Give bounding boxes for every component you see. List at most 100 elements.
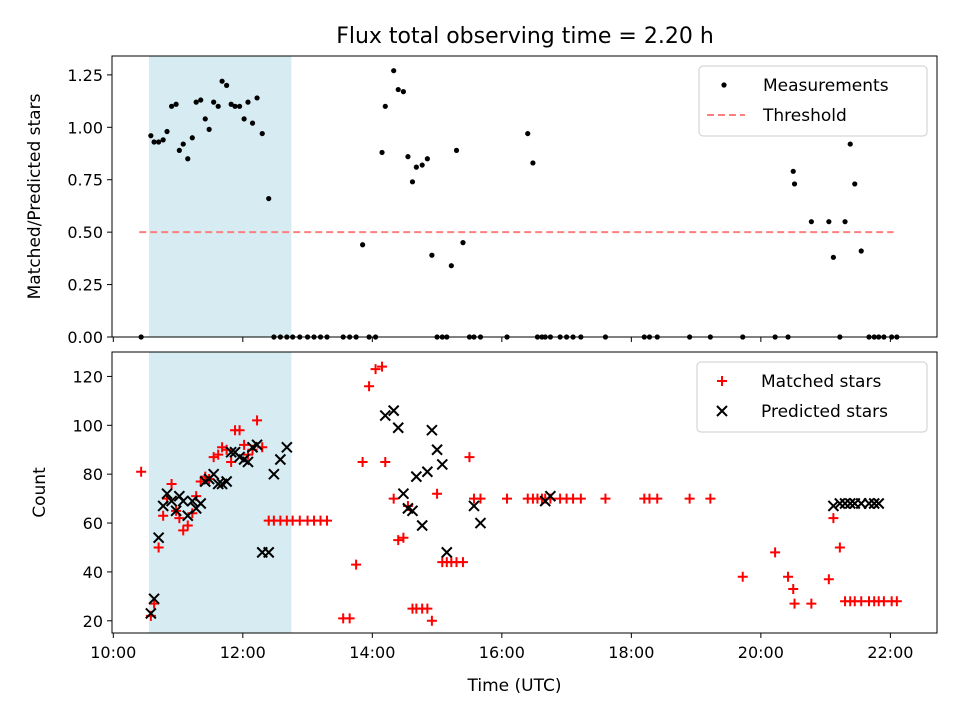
y-tick-label: 0.25: [67, 276, 103, 295]
data-point: [426, 424, 438, 436]
data-point: [405, 154, 411, 160]
star-count-panel: 20 40 60 80 100 120 10:00 12:00 14:00 16:00 18:00…: [30, 351, 938, 696]
data-point: [234, 425, 245, 436]
observing-window-span: [148, 352, 292, 633]
data-point: [575, 493, 586, 504]
data-point: [344, 613, 355, 624]
data-point: [441, 546, 453, 559]
y-tick-label: 60: [83, 514, 103, 533]
x-tick-label: 20:00: [738, 643, 784, 662]
data-point: [228, 101, 234, 107]
data-point: [842, 219, 848, 225]
data-point: [224, 82, 230, 88]
data-point: [834, 497, 846, 510]
data-point: [847, 141, 853, 147]
data-point: [225, 446, 237, 458]
data-point: [241, 116, 247, 122]
data-point: [149, 598, 160, 609]
x-tick-label: 12:00: [220, 643, 266, 662]
data-point: [252, 415, 263, 426]
y-tick-label: 1.00: [67, 118, 103, 137]
data-point: [770, 547, 781, 558]
data-point: [789, 598, 800, 609]
data-point: [202, 116, 208, 122]
data-point: [388, 493, 399, 504]
data-point: [395, 86, 401, 93]
data-point: [274, 453, 287, 466]
top-y-axis-label: Matched/Predicted stars: [25, 93, 45, 299]
data-point: [151, 139, 157, 145]
data-point: [157, 500, 169, 512]
data-point: [182, 520, 193, 531]
data-point: [839, 497, 851, 510]
data-point: [168, 103, 175, 109]
data-point: [416, 519, 428, 532]
data-point: [148, 133, 154, 139]
data-point: [360, 242, 366, 248]
data-point: [377, 361, 388, 372]
data-point: [826, 219, 832, 225]
data-point: [212, 478, 224, 490]
data-point: [145, 607, 157, 620]
data-point: [424, 156, 430, 162]
data-point: [464, 452, 475, 463]
data-point: [830, 254, 836, 260]
x-tick-label: 22:00: [867, 643, 913, 662]
data-point: [380, 456, 391, 467]
data-point: [863, 497, 875, 510]
data-point: [161, 488, 173, 500]
legend-label: Predicted stars: [761, 402, 888, 422]
x-tick-label: 14:00: [349, 643, 395, 662]
data-point: [827, 500, 840, 512]
data-point: [868, 497, 880, 510]
data-point: [263, 546, 275, 559]
data-point: [873, 497, 885, 510]
legend-swatch: [716, 405, 728, 417]
flux-ratio-panel: Flux total observing time = 2.20 h 0.00 0…: [25, 24, 938, 347]
data-point: [166, 478, 177, 489]
data-point: [844, 497, 856, 510]
data-point: [530, 160, 536, 166]
data-point: [823, 574, 834, 585]
data-point: [136, 466, 147, 477]
data-point: [370, 364, 381, 375]
data-point: [502, 493, 513, 504]
data-point: [475, 493, 486, 504]
data-point: [251, 439, 263, 451]
bottom-axes-frame: [111, 351, 938, 634]
data-point: [148, 593, 160, 605]
data-point: [232, 103, 238, 109]
data-point: [788, 584, 799, 595]
data-point: [448, 263, 454, 269]
data-point: [737, 571, 748, 582]
data-point: [165, 495, 178, 507]
x-tick-label: 18:00: [608, 643, 654, 662]
data-point: [460, 240, 466, 246]
data-point: [436, 458, 448, 471]
data-point: [468, 500, 480, 512]
data-point: [176, 147, 182, 153]
data-point: [791, 181, 798, 187]
data-point: [419, 162, 425, 168]
data-point: [220, 475, 233, 488]
data-point: [180, 141, 186, 147]
data-point: [406, 505, 419, 517]
data-point: [684, 493, 695, 504]
data-point: [834, 542, 845, 553]
data-point: [379, 149, 385, 156]
data-point: [652, 493, 663, 504]
y-tick-label: 1.25: [67, 66, 103, 85]
data-point: [158, 510, 169, 521]
data-point: [195, 497, 207, 510]
y-tick-label: 80: [83, 465, 103, 484]
data-point: [426, 615, 437, 626]
data-point: [236, 103, 243, 109]
y-tick-label: 0.50: [67, 223, 103, 242]
data-point: [351, 559, 362, 570]
data-point: [254, 95, 260, 101]
data-point: [387, 404, 400, 417]
data-point: [432, 488, 443, 499]
data-point: [429, 252, 435, 258]
data-point: [189, 135, 195, 141]
legend-box: [698, 65, 928, 137]
